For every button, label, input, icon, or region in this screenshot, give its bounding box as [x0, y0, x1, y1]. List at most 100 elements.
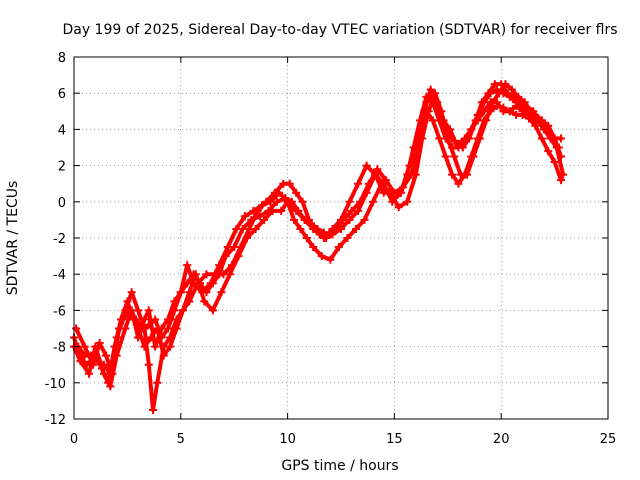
data-point — [300, 215, 309, 224]
data-point — [296, 224, 305, 233]
data-point — [185, 297, 194, 306]
data-point — [524, 114, 533, 123]
data-point — [492, 85, 501, 94]
data-point — [221, 252, 230, 261]
data-point — [492, 101, 501, 110]
data-point — [183, 261, 192, 270]
data-point — [428, 89, 437, 98]
data-point — [326, 230, 335, 239]
y-tick-label: -4 — [53, 268, 66, 283]
data-point — [458, 143, 467, 152]
data-point — [149, 405, 158, 414]
data-point — [270, 188, 279, 197]
data-point — [215, 270, 224, 279]
data-point — [518, 103, 527, 112]
data-point — [550, 157, 559, 166]
data-point — [151, 315, 160, 324]
data-point — [217, 288, 226, 297]
series-trace-5 — [422, 101, 566, 188]
data-point — [441, 152, 450, 161]
y-tick-label: 8 — [58, 51, 66, 66]
data-point — [345, 197, 354, 206]
data-point — [467, 125, 476, 134]
data-point — [499, 103, 508, 112]
data-point — [247, 215, 256, 224]
data-point — [238, 224, 247, 233]
data-point — [454, 139, 463, 148]
data-point — [262, 197, 271, 206]
y-tick-label: 0 — [58, 196, 66, 211]
data-point — [339, 215, 348, 224]
data-point — [435, 134, 444, 143]
data-point — [196, 279, 205, 288]
data-point — [334, 243, 343, 252]
ticks — [73, 56, 609, 420]
data-point — [159, 342, 168, 351]
data-point — [499, 89, 508, 98]
data-point — [407, 170, 416, 179]
data-point — [240, 212, 249, 221]
data-point — [544, 147, 553, 156]
data-point — [72, 324, 81, 333]
data-point — [317, 252, 326, 261]
data-point — [480, 98, 489, 107]
data-point — [298, 197, 307, 206]
data-point — [326, 255, 335, 264]
y-tick-label: 2 — [58, 160, 66, 175]
x-tick-label: 10 — [279, 432, 296, 447]
data-point — [313, 224, 322, 233]
data-point — [228, 261, 237, 270]
data-point — [189, 270, 198, 279]
data-point — [403, 197, 412, 206]
data-point — [84, 369, 93, 378]
data-point — [287, 197, 296, 206]
series-trace-3 — [72, 80, 563, 414]
data-point — [134, 306, 143, 315]
data-point — [354, 179, 363, 188]
x-tick-label: 5 — [177, 432, 185, 447]
data-point — [441, 125, 450, 134]
x-tick-label: 25 — [600, 432, 617, 447]
data-point — [119, 315, 128, 324]
data-point — [428, 116, 437, 125]
data-point — [486, 89, 495, 98]
data-point — [544, 121, 553, 130]
data-point — [144, 306, 153, 315]
data-point — [309, 243, 318, 252]
data-point — [166, 333, 175, 342]
data-point — [537, 116, 546, 125]
series-line — [424, 103, 563, 186]
data-point — [488, 98, 497, 107]
x-axis-title: GPS time / hours — [281, 458, 398, 474]
data-point — [183, 279, 192, 288]
data-point — [486, 107, 495, 116]
data-point — [260, 215, 269, 224]
data-point — [99, 360, 108, 369]
data-point — [467, 152, 476, 161]
data-point — [557, 134, 566, 143]
data-point — [557, 176, 566, 185]
traces — [70, 80, 568, 414]
data-point — [319, 228, 328, 237]
data-point — [524, 107, 533, 116]
data-point — [422, 107, 431, 116]
data-point — [277, 206, 286, 215]
data-point — [290, 215, 299, 224]
y-tick-label: 4 — [58, 123, 66, 138]
series-trace-4 — [74, 85, 566, 378]
data-point — [95, 338, 104, 347]
data-point — [435, 107, 444, 116]
data-point — [473, 110, 482, 119]
y-tick-label: 6 — [58, 87, 66, 102]
data-point — [448, 170, 457, 179]
data-point — [473, 134, 482, 143]
data-point — [112, 333, 121, 342]
data-point — [307, 219, 316, 228]
data-point — [369, 197, 378, 206]
data-point — [531, 110, 540, 119]
data-point — [285, 179, 294, 188]
data-point — [202, 270, 211, 279]
x-tick-label: 20 — [493, 432, 510, 447]
data-point — [93, 357, 102, 366]
